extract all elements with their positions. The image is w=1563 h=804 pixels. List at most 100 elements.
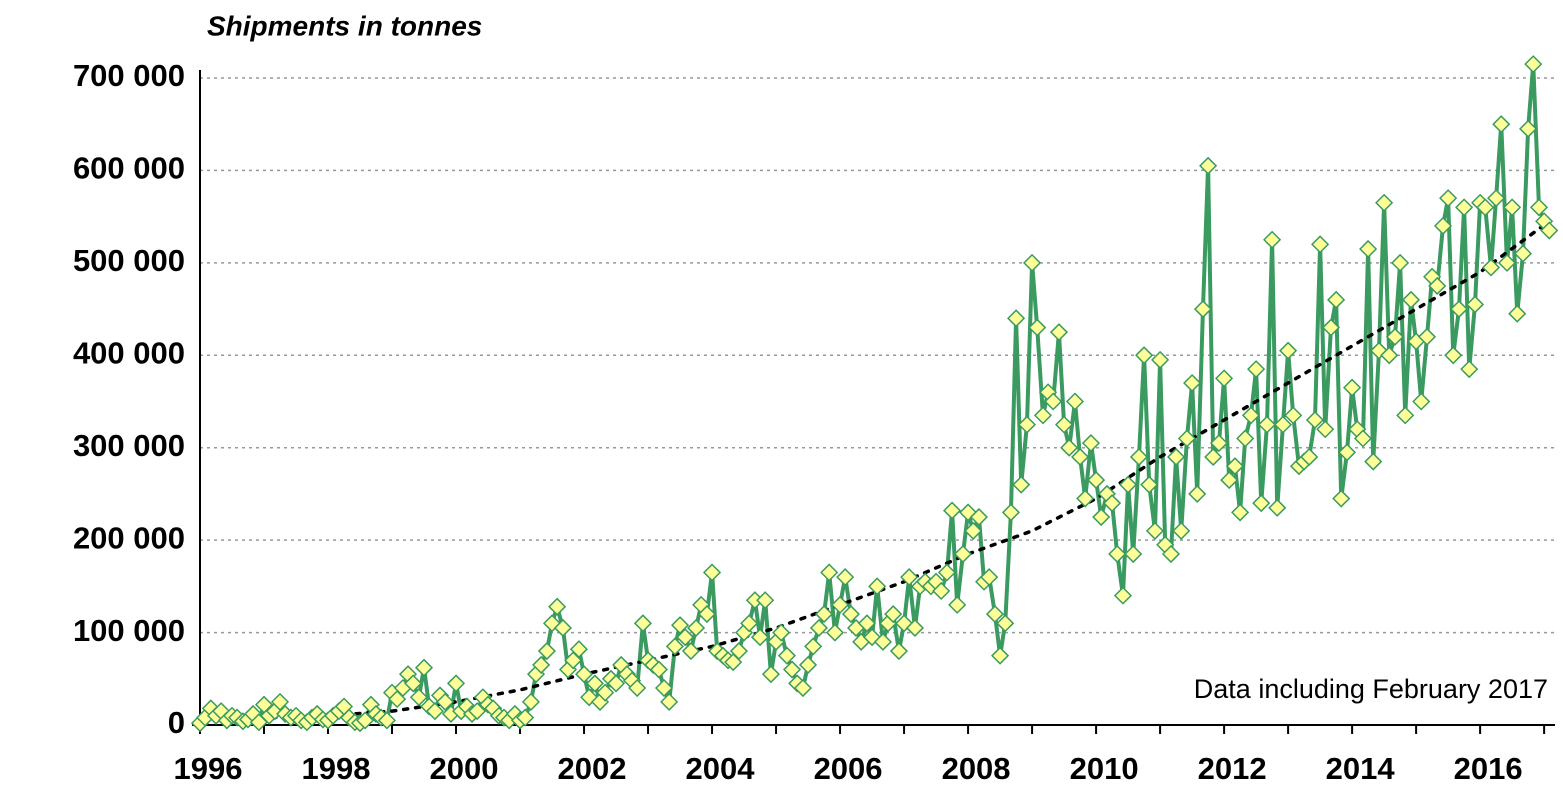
- marker: [1172, 521, 1191, 540]
- marker: [836, 568, 855, 587]
- marker: [1215, 369, 1234, 388]
- marker: [1359, 239, 1378, 259]
- marker: [1279, 341, 1298, 360]
- chart-title: Shipments in tonnes: [207, 10, 482, 41]
- marker: [1092, 507, 1111, 527]
- marker: [1273, 415, 1293, 434]
- marker: [905, 618, 925, 638]
- marker: [1343, 378, 1362, 397]
- x-tick-label: 2004: [686, 751, 756, 786]
- marker: [1401, 290, 1421, 309]
- marker: [943, 501, 962, 520]
- marker: [1060, 438, 1079, 457]
- marker: [414, 658, 434, 677]
- marker: [1007, 309, 1026, 328]
- marker: [574, 665, 594, 684]
- marker: [1124, 544, 1143, 564]
- marker: [686, 618, 706, 638]
- marker: [1225, 457, 1245, 476]
- marker: [1241, 406, 1261, 425]
- marker: [702, 563, 722, 582]
- y-tick-label: 600 000: [73, 151, 185, 186]
- marker: [1199, 156, 1218, 175]
- marker: [1460, 360, 1479, 379]
- marker: [937, 563, 957, 582]
- marker: [1508, 304, 1527, 323]
- marker: [548, 597, 567, 616]
- marker: [750, 628, 770, 647]
- marker: [377, 711, 396, 730]
- marker: [1540, 221, 1559, 240]
- marker: [1247, 360, 1266, 379]
- marker: [798, 655, 818, 674]
- marker: [697, 605, 716, 624]
- marker: [596, 683, 615, 702]
- marker: [425, 702, 444, 721]
- y-tick-label: 100 000: [73, 613, 185, 648]
- marker: [1321, 318, 1341, 337]
- marker: [1449, 300, 1469, 319]
- marker: [1524, 55, 1543, 74]
- marker: [1113, 586, 1133, 605]
- marker: [521, 692, 540, 711]
- marker: [873, 632, 893, 651]
- marker: [1503, 198, 1522, 217]
- marker: [895, 614, 914, 633]
- marker: [1167, 447, 1186, 467]
- marker: [1119, 475, 1138, 494]
- marker: [516, 708, 535, 727]
- marker: [1364, 452, 1383, 471]
- x-tick-label: 2016: [1454, 751, 1523, 786]
- marker: [1140, 475, 1159, 494]
- marker: [1433, 216, 1453, 235]
- marker: [1087, 471, 1106, 490]
- marker: [1519, 119, 1538, 138]
- marker: [948, 595, 967, 614]
- y-tick-label: 500 000: [73, 243, 185, 278]
- marker: [1236, 429, 1255, 448]
- marker: [964, 521, 983, 540]
- marker: [1188, 484, 1207, 503]
- marker: [825, 623, 844, 642]
- marker: [676, 628, 695, 647]
- marker: [996, 614, 1015, 633]
- marker: [1380, 346, 1399, 365]
- marker: [1129, 447, 1149, 467]
- marker: [884, 605, 903, 624]
- marker: [1204, 447, 1223, 467]
- marker: [409, 688, 428, 707]
- marker: [356, 711, 375, 730]
- marker: [1497, 253, 1517, 272]
- marker: [857, 614, 876, 633]
- marker: [1455, 198, 1474, 217]
- marker: [1465, 295, 1485, 314]
- marker: [814, 605, 834, 624]
- trend-line: [198, 219, 1551, 721]
- marker: [1481, 258, 1501, 277]
- marker: [1049, 323, 1069, 342]
- marker: [1492, 115, 1511, 134]
- marker: [1177, 429, 1197, 448]
- marker: [900, 568, 919, 587]
- marker: [868, 577, 887, 596]
- marker: [1023, 253, 1042, 272]
- x-tick-label: 2008: [942, 751, 1011, 786]
- marker: [782, 660, 802, 679]
- marker: [729, 641, 748, 661]
- marker: [1257, 415, 1277, 434]
- marker: [1284, 406, 1303, 425]
- marker: [1065, 392, 1085, 411]
- marker: [1316, 420, 1335, 439]
- marker: [1529, 198, 1549, 217]
- marker: [1375, 193, 1394, 212]
- marker: [1001, 503, 1021, 522]
- marker: [585, 674, 604, 693]
- marker: [1151, 350, 1170, 369]
- marker: [532, 655, 551, 674]
- marker: [740, 614, 759, 633]
- marker: [761, 665, 780, 684]
- y-tick-label: 400 000: [73, 335, 185, 370]
- marker: [772, 623, 791, 642]
- marker: [841, 605, 860, 624]
